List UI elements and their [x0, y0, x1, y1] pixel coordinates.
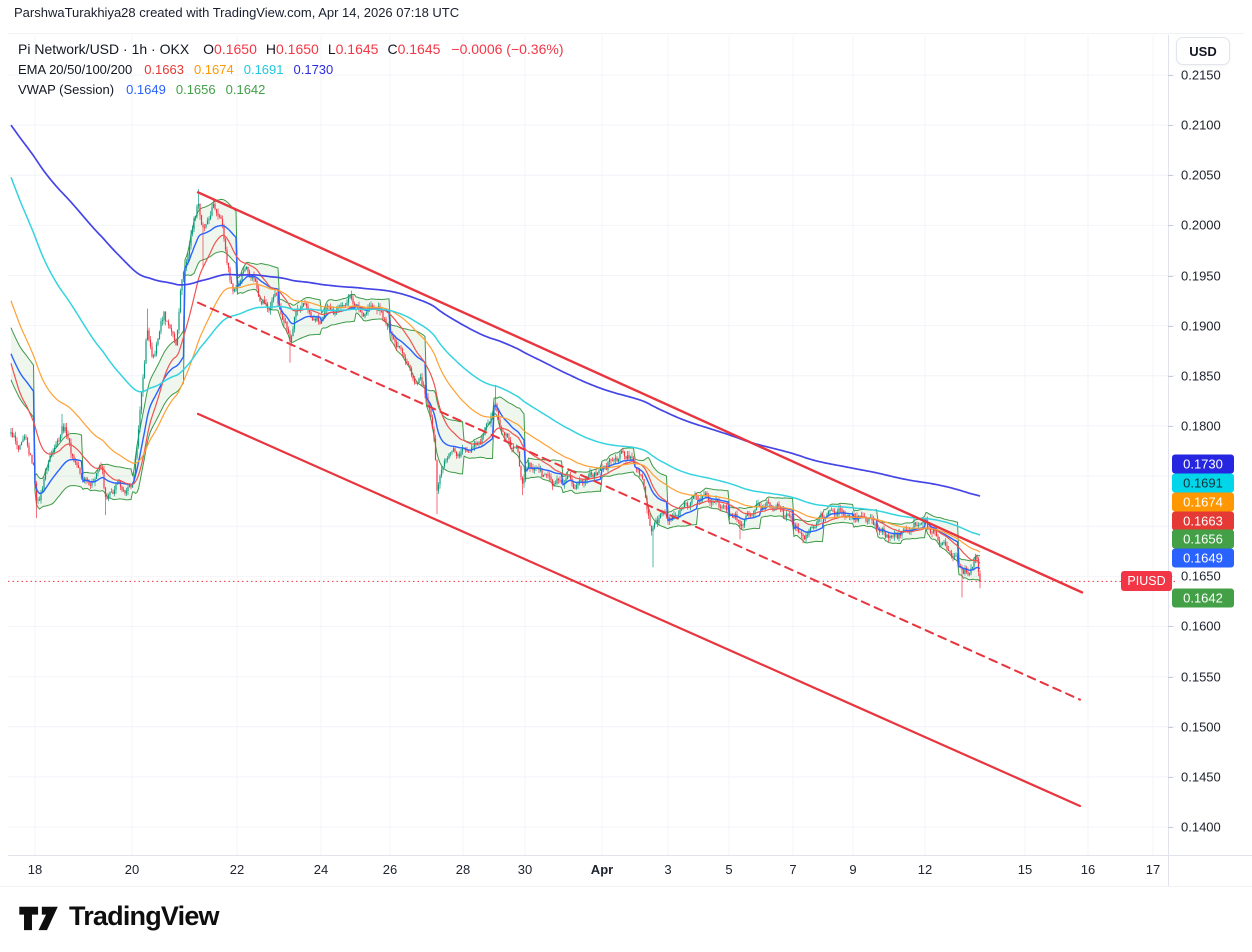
price-tick-label: 0.1500 [1181, 719, 1221, 735]
time-tick-label: 18 [27, 862, 43, 877]
ema-indicator-label[interactable]: EMA 20/50/100/200 [18, 61, 133, 77]
price-badge: 0.1656 [1172, 529, 1234, 549]
price-tick-mark [1168, 375, 1173, 377]
vwap-indicator-label[interactable]: VWAP (Session) [18, 81, 115, 97]
price-tick-label: 0.1900 [1181, 318, 1221, 334]
tradingview-logo-icon [19, 906, 58, 930]
currency-selector-chip[interactable]: USD [1176, 37, 1230, 65]
time-tick-label: 16 [1080, 862, 1096, 877]
price-tick-mark [1168, 676, 1173, 678]
time-tick-label: 17 [1145, 862, 1161, 877]
price-badge: 0.1730 [1172, 454, 1234, 474]
price-axis[interactable]: 0.2150 0.2100 0.2050 0.2000 0.1950 0.1900 0.18… [1168, 35, 1252, 855]
time-tick-label: 24 [313, 862, 329, 877]
price-tick-label: 0.1950 [1181, 268, 1221, 284]
time-tick-label: 20 [124, 862, 140, 877]
price-tick-label: 0.1600 [1181, 618, 1221, 634]
price-badge: 0.1642 [1172, 588, 1234, 608]
vwap-value: 0.1649 [126, 81, 166, 97]
ohlc-values: O0.1650 H0.1650 L0.1645 C0.1645 [203, 40, 449, 59]
price-tick-label: 0.1850 [1181, 368, 1221, 384]
ohlc-pair: H0.1650 [265, 40, 319, 57]
time-tick-label: Apr [590, 862, 614, 877]
time-tick-label: 15 [1017, 862, 1033, 877]
price-chart-canvas[interactable] [0, 0, 1252, 890]
price-tick-mark [1168, 275, 1173, 277]
price-tick-label: 0.2050 [1181, 167, 1221, 183]
price-badge: 0.1663 [1172, 511, 1234, 531]
ohlc-pair: L0.1645 [327, 40, 379, 57]
ema-value: 0.1691 [243, 61, 284, 77]
price-tick-mark [1168, 776, 1173, 778]
last-price-label: PIUSD [1121, 571, 1172, 592]
attribution-text: ParshwaTurakhiya28 created with TradingV… [14, 5, 460, 20]
chart-legend: Pi Network/USD · 1h · OKX O0.1650 H0.1650… [18, 39, 564, 99]
vwap-value: 0.1656 [175, 81, 216, 97]
price-tick-label: 0.1400 [1181, 819, 1221, 835]
price-tick-mark [1168, 175, 1173, 177]
vwap-value: 0.1642 [225, 81, 266, 97]
price-tick-label: 0.2150 [1181, 67, 1221, 83]
ema-values: 0.1663 0.1674 0.1691 0.1730 [144, 60, 343, 79]
price-tick-mark [1168, 325, 1173, 327]
time-tick-label: 22 [229, 862, 245, 877]
time-tick-label: 30 [517, 862, 533, 877]
price-tick-mark [1168, 425, 1173, 427]
ohlc-pair: O0.1650 [203, 40, 257, 57]
ema-value: 0.1674 [193, 61, 234, 77]
symbol-title[interactable]: Pi Network/USD · 1h · OKX [18, 40, 190, 57]
ema-value: 0.1730 [293, 61, 334, 77]
vwap-values: 0.1649 0.1656 0.1642 [126, 80, 275, 99]
time-axis[interactable]: 18 20 22 24 26 28 30 Apr 3 5 7 9 12 15 16 17 [0, 856, 1252, 886]
change-value: −0.0006 (−0.36%) [451, 40, 564, 57]
price-tick-mark [1168, 626, 1173, 628]
price-tick-label: 0.1550 [1181, 669, 1221, 685]
time-tick-label: 7 [789, 862, 797, 877]
price-tick-label: 0.1800 [1181, 418, 1221, 434]
price-badge: 0.1649 [1172, 548, 1234, 568]
ema-value: 0.1663 [144, 61, 184, 77]
price-tick-mark [1168, 726, 1173, 728]
price-badge: 0.1691 [1172, 473, 1234, 493]
price-tick-label: 0.1650 [1181, 568, 1221, 584]
price-tick-label: 0.2100 [1181, 117, 1221, 133]
time-tick-label: 12 [917, 862, 933, 877]
price-tick-label: 0.1450 [1181, 769, 1221, 785]
time-tick-label: 26 [382, 862, 398, 877]
time-tick-label: 3 [664, 862, 672, 877]
price-tick-label: 0.2000 [1181, 217, 1221, 233]
time-tick-label: 28 [455, 862, 471, 877]
price-tick-mark [1168, 125, 1173, 127]
price-tick-mark [1168, 827, 1173, 828]
time-tick-label: 5 [725, 862, 733, 877]
time-tick-label: 9 [849, 862, 857, 877]
tradingview-wordmark: TradingView [69, 901, 220, 931]
tradingview-watermark: TradingView [18, 901, 220, 932]
price-badge: 0.1674 [1172, 492, 1234, 512]
price-tick-mark [1168, 225, 1173, 227]
ohlc-pair: C0.1645 [387, 40, 441, 57]
price-tick-mark [1168, 75, 1173, 76]
